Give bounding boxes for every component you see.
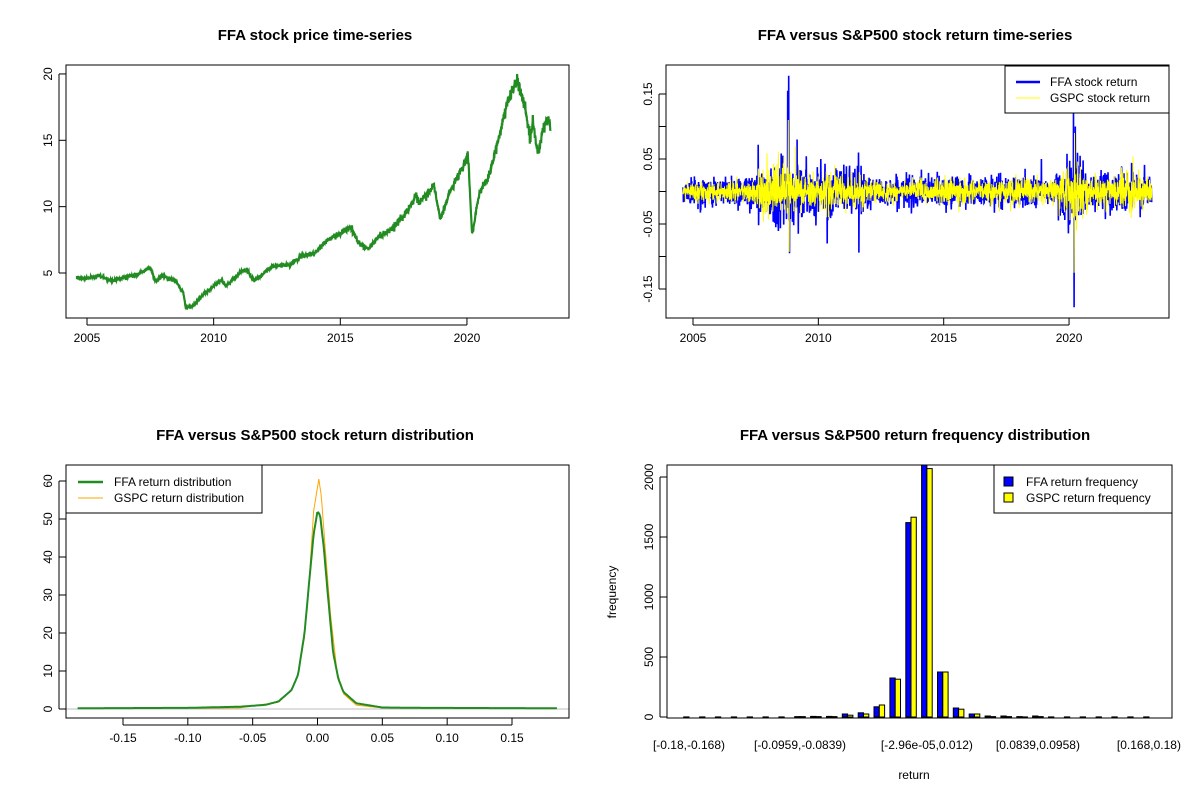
ffa-frequency-bar (906, 523, 911, 717)
x-tick-label: [0.0839,0.0958) (996, 738, 1080, 752)
y-tick-label: -0.15 (641, 275, 655, 303)
y-tick-label: 40 (41, 550, 55, 564)
gspc-frequency-bar (879, 705, 884, 717)
x-tick-label: -0.05 (239, 731, 267, 745)
ffa-frequency-bar (1033, 716, 1038, 717)
y-tick-label: 20 (41, 626, 55, 640)
x-tick-label: 0.05 (371, 731, 395, 745)
chart-title: FFA versus S&P500 stock return distribut… (156, 427, 474, 444)
x-tick-label: 2020 (1056, 331, 1083, 345)
ffa-frequency-bar (874, 707, 879, 717)
legend: FFA stock return GSPC stock return (1005, 66, 1169, 113)
x-tick-label: [-2.96e-05,0.012) (881, 738, 973, 752)
ffa-frequency-bar (858, 713, 863, 717)
y-tick-label: 1500 (642, 523, 656, 550)
x-tick-label: 2005 (680, 331, 707, 345)
x-tick-label: [-0.18,-0.168) (653, 738, 725, 752)
ffa-frequency-bar (811, 716, 816, 717)
ffa-frequency-bar (827, 716, 832, 717)
y-tick-label: 60 (41, 474, 55, 488)
ffa-frequency-bar (969, 714, 974, 717)
histogram-chart: FFA versus S&P500 return frequency distr… (605, 427, 1181, 782)
y-tick-label: 1000 (642, 583, 656, 610)
gspc-frequency-bar (895, 679, 900, 717)
x-tick-label: 2010 (805, 331, 832, 345)
ffa-frequency-bar (938, 672, 943, 717)
x-tick-label: 0.10 (435, 731, 459, 745)
gspc-frequency-bar (959, 709, 964, 717)
y-tick-label: -0.05 (641, 210, 655, 238)
legend-label: GSPC stock return (1050, 91, 1150, 105)
y-tick-label: 20 (41, 67, 55, 81)
x-tick-label: 2015 (327, 331, 354, 345)
x-axis-label: return (898, 768, 929, 782)
chart-title: FFA versus S&P500 return frequency distr… (740, 427, 1090, 444)
y-tick-label: 0.15 (641, 82, 655, 106)
y-tick-label: 30 (41, 588, 55, 602)
gspc-frequency-bar (864, 714, 869, 717)
y-tick-label: 0.05 (641, 147, 655, 171)
x-tick-label: 2005 (74, 331, 101, 345)
x-tick-label: 2010 (200, 331, 227, 345)
ffa-frequency-bar (922, 465, 927, 717)
x-tick-label: -0.10 (174, 731, 202, 745)
ffa-frequency-bar (842, 714, 847, 717)
legend-swatch-ffa (1004, 477, 1013, 486)
ffa-frequency-bar (890, 678, 895, 717)
gspc-frequency-bar (927, 469, 932, 717)
y-tick-label: 5 (41, 269, 55, 276)
legend: FFA return distribution GSPC return dist… (66, 465, 262, 513)
return-timeseries-chart: FFA versus S&P500 stock return time-seri… (641, 27, 1169, 345)
x-tick-label: 2015 (930, 331, 957, 345)
legend-label: GSPC return distribution (114, 491, 244, 505)
legend-label: FFA return frequency (1026, 475, 1138, 489)
x-tick-label: 0.00 (306, 731, 330, 745)
chart-title: FFA versus S&P500 stock return time-seri… (758, 27, 1073, 44)
legend: FFA return frequency GSPC return frequen… (994, 465, 1172, 513)
ffa-frequency-bar (985, 716, 990, 717)
y-tick-label: 2000 (642, 463, 656, 490)
ffa-density-line (78, 513, 557, 709)
gspc-frequency-bar (848, 715, 853, 717)
price-line (77, 74, 551, 308)
y-tick-label: 50 (41, 512, 55, 526)
y-axis-label: frequency (605, 566, 619, 619)
y-tick-label: 10 (41, 200, 55, 214)
x-tick-label: [0.168,0.18) (1117, 738, 1181, 752)
x-tick-label: [-0.0959,-0.0839) (754, 738, 846, 752)
y-tick-label: 500 (642, 647, 656, 667)
y-tick-label: 0 (642, 713, 656, 720)
y-tick-label: 0 (41, 705, 55, 712)
x-tick-label: 2020 (454, 331, 481, 345)
y-tick-label: 10 (41, 664, 55, 678)
gspc-frequency-bar (911, 517, 916, 717)
gspc-frequency-bar (975, 714, 980, 717)
density-chart: FFA versus S&P500 stock return distribut… (41, 427, 569, 745)
legend-label: GSPC return frequency (1026, 491, 1151, 505)
plot-frame (66, 65, 569, 318)
legend-swatch-gspc (1004, 493, 1013, 502)
x-tick-label: 0.15 (500, 731, 524, 745)
chart-title: FFA stock price time-series (218, 27, 413, 44)
gspc-frequency-bar (943, 672, 948, 717)
legend-label: FFA return distribution (114, 475, 231, 489)
x-tick-label: -0.15 (109, 731, 137, 745)
ffa-frequency-bar (953, 708, 958, 717)
legend-label: FFA stock return (1050, 75, 1137, 89)
ffa-frequency-bar (1001, 716, 1006, 717)
y-tick-label: 15 (41, 133, 55, 147)
